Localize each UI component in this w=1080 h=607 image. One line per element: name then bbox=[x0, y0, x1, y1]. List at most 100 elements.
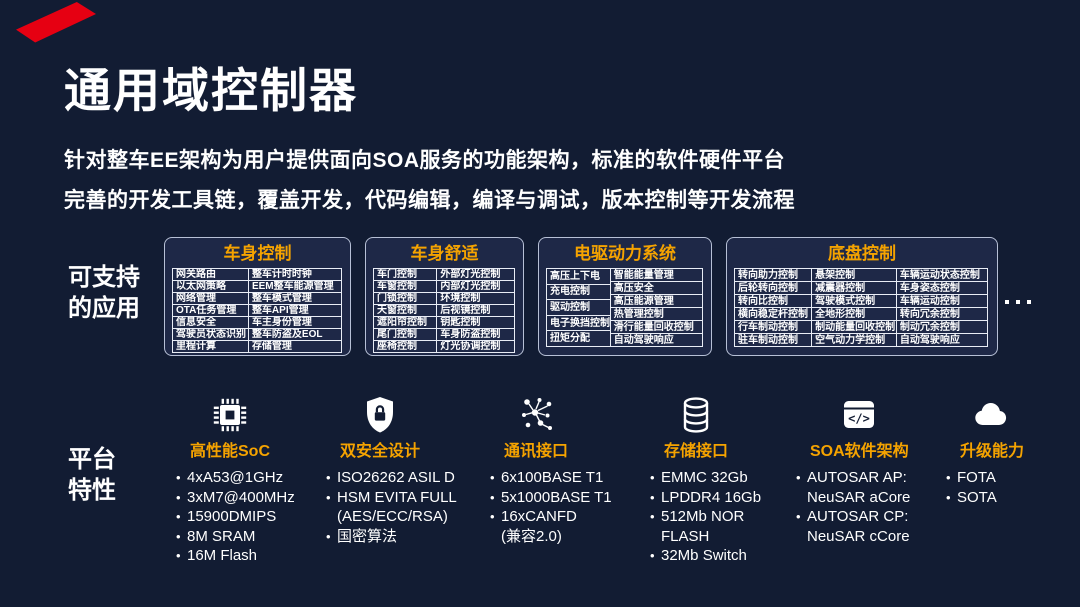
svg-text:</>: </> bbox=[849, 412, 871, 426]
feature-item-list: • FOTA • SOTA bbox=[946, 468, 1038, 507]
app-group-column: 车门控制 车窗控制 门锁控制 天窗控制 遮阳帘控制 尾门控制 座椅控制 bbox=[373, 268, 438, 353]
feature-item: • 16xCANFD bbox=[490, 507, 650, 527]
cloud-icon bbox=[960, 392, 1024, 438]
app-item: 自动驾驶响应 bbox=[609, 333, 703, 347]
feature-item: • 16M Flash bbox=[176, 546, 326, 566]
feature-item: • 32Mb Switch bbox=[650, 546, 796, 566]
feature-存储接口: 存储接口 • EMMC 32Gb • LPDDR4 16Gb • 512Mb NOR FLAS… bbox=[650, 392, 796, 566]
app-item: 里程计算 bbox=[172, 340, 249, 353]
app-item: 车身姿态控制 bbox=[895, 281, 988, 295]
feature-item-continuation: (AES/ECC/RSA) bbox=[326, 507, 490, 527]
app-item: 高压上下电 bbox=[546, 268, 611, 285]
feature-item-text: 32Mb Switch bbox=[661, 547, 747, 564]
app-group-column: 转向助力控制 后轮转向控制 转向比控制 横向稳定杆控制 行车制动控制 驻车制动控制 bbox=[734, 268, 813, 347]
application-groups: 车身控制网关路由 以太网策略 网络管理 OTA任务管理 信息安全 驾驶员状态识别 里程计算整… bbox=[164, 237, 998, 356]
feature-升级能力: 升级能力 • FOTA • SOTA bbox=[946, 392, 1038, 507]
app-group-title: 车身舒适 bbox=[410, 244, 479, 263]
more-apps-icon bbox=[1001, 300, 1034, 304]
app-item: 横向稳定杆控制 bbox=[734, 307, 813, 321]
feature-item-text: HSM EVITA FULL bbox=[337, 488, 457, 506]
feature-item-text: FLASH bbox=[661, 527, 710, 545]
bullet-marker: • bbox=[650, 489, 655, 505]
feature-SOA软件架构: </> SOA软件架构 • AUTOSAR AP: NeuSAR aCore • AUTO… bbox=[796, 392, 946, 546]
app-item: 驾驶模式控制 bbox=[811, 294, 897, 308]
app-group-title: 电驱动力系统 bbox=[574, 244, 676, 263]
bullet-marker: • bbox=[490, 509, 495, 524]
feature-item-text: SOTA bbox=[957, 488, 997, 506]
feature-title: 通讯接口 bbox=[504, 443, 569, 460]
feature-item-text: 15900DMIPS bbox=[187, 508, 277, 525]
feature-item-continuation: NeuSAR aCore bbox=[796, 488, 946, 508]
app-item: 减震器控制 bbox=[811, 281, 897, 295]
app-item: 灯光协调控制 bbox=[436, 340, 515, 353]
app-group-title: 车身控制 bbox=[223, 244, 292, 263]
feature-item: • SOTA bbox=[946, 488, 1038, 508]
feature-item-text: AUTOSAR CP: bbox=[807, 508, 909, 525]
feature-item: • 国密算法 bbox=[326, 527, 490, 547]
app-group-table: 网关路由 以太网策略 网络管理 OTA任务管理 信息安全 驾驶员状态识别 里程计算 整车计时时… bbox=[172, 268, 343, 353]
feature-item: • AUTOSAR CP: bbox=[796, 507, 946, 527]
app-group-电驱动力系统: 电驱动力系统高压上下电 充电控制 驱动控制 电子换挡控制 扭矩分配 智能能量管理 高压安全高… bbox=[538, 237, 712, 356]
feature-title: SOA软件架构 bbox=[810, 443, 909, 460]
bullet-marker: • bbox=[176, 470, 181, 485]
feature-item-text: LPDDR4 16Gb bbox=[661, 488, 762, 506]
feature-item-text: (AES/ECC/RSA) bbox=[337, 508, 448, 525]
bullet-marker: • bbox=[326, 528, 331, 544]
bullet-marker: • bbox=[650, 470, 655, 485]
feature-header: 通讯接口 bbox=[490, 392, 568, 462]
platform-section-label: 平台 特性 bbox=[68, 444, 116, 506]
bullet-marker: • bbox=[490, 470, 495, 485]
feature-item: • 6x100BASE T1 bbox=[490, 468, 650, 488]
feature-通讯接口: 通讯接口 • 6x100BASE T1 • 5x1000BASE T1 • 16xCANFD… bbox=[490, 392, 650, 546]
bullet-marker: • bbox=[650, 548, 655, 563]
bullet-marker: • bbox=[946, 470, 951, 485]
app-item: 车辆运动控制 bbox=[895, 294, 988, 308]
feature-item: • ISO26262 ASIL D bbox=[326, 468, 490, 488]
feature-header: 双安全设计 bbox=[326, 392, 420, 462]
feature-item-continuation: (兼容2.0) bbox=[490, 527, 650, 547]
app-group-column: 高压上下电 充电控制 驱动控制 电子换挡控制 扭矩分配 bbox=[546, 268, 611, 347]
app-item: 驱动控制 bbox=[546, 299, 611, 316]
feature-item-text: 512Mb NOR bbox=[661, 508, 745, 525]
app-item: 转向冗余控制 bbox=[895, 307, 988, 321]
bullet-marker: • bbox=[946, 489, 951, 505]
feature-item-text: 5x1000BASE T1 bbox=[501, 488, 612, 506]
code-window-icon: </> bbox=[810, 392, 909, 438]
feature-item-continuation: FLASH bbox=[650, 527, 796, 547]
app-group-table: 高压上下电 充电控制 驱动控制 电子换挡控制 扭矩分配 智能能量管理 高压安全 高压能源管理热… bbox=[546, 268, 704, 347]
feature-item: • 8M SRAM bbox=[176, 527, 326, 547]
feature-item-text: ISO26262 ASIL D bbox=[337, 469, 455, 486]
feature-item-text: 8M SRAM bbox=[187, 527, 256, 545]
feature-item: • LPDDR4 16Gb bbox=[650, 488, 796, 508]
feature-header: 存储接口 bbox=[650, 392, 728, 462]
app-item: 智能能量管理 bbox=[609, 268, 703, 282]
feature-item-text: 16M Flash bbox=[187, 547, 258, 564]
feature-item-text: EMMC 32Gb bbox=[661, 469, 748, 486]
shield-lock-icon bbox=[340, 392, 420, 438]
app-item: 转向助力控制 bbox=[734, 268, 813, 282]
feature-双安全设计: 双安全设计 • ISO26262 ASIL D • HSM EVITA FULL (AES… bbox=[326, 392, 490, 546]
subtitle-line-2: 完善的开发工具链，覆盖开发，代码编辑，编译与调试，版本控制等开发流程 bbox=[64, 189, 795, 212]
feature-item-text: 国密算法 bbox=[337, 527, 398, 545]
app-item: 后轮转向控制 bbox=[734, 281, 813, 295]
app-item: 高压安全 bbox=[609, 281, 703, 295]
network-nodes-icon bbox=[504, 392, 568, 438]
feature-item-text: 3xM7@400MHz bbox=[187, 488, 295, 506]
app-item: 行车制动控制 bbox=[734, 320, 813, 334]
app-item: 自动驾驶响应 bbox=[895, 333, 988, 347]
feature-高性能SoC: 高性能SoC • 4xA53@1GHz • 3xM7@400MHz • 15900DMIPS… bbox=[176, 392, 326, 566]
feature-item: • HSM EVITA FULL bbox=[326, 488, 490, 508]
app-item: 车辆运动状态控制 bbox=[895, 268, 988, 282]
feature-title: 双安全设计 bbox=[340, 443, 421, 460]
feature-item-text: AUTOSAR AP: bbox=[807, 469, 907, 486]
feature-item: • 3xM7@400MHz bbox=[176, 488, 326, 508]
app-group-table: 车门控制 车窗控制 门锁控制 天窗控制 遮阳帘控制 尾门控制 座椅控制 外部灯光控制 内部灯光控… bbox=[373, 268, 516, 353]
app-item: 扭矩分配 bbox=[546, 330, 611, 347]
bullet-marker: • bbox=[176, 528, 181, 544]
feature-header: 升级能力 bbox=[946, 392, 1024, 462]
feature-item: • 15900DMIPS bbox=[176, 507, 326, 527]
app-group-column: 整车计时时钟 EEM整车能源管理 整车模式管理 整车API管理 车主身份管理 整车防盗及E… bbox=[247, 268, 342, 353]
feature-item-list: • AUTOSAR AP: NeuSAR aCore • AUTOSAR CP: NeuS… bbox=[796, 468, 946, 546]
applications-section-label-line2: 的应用 bbox=[68, 295, 140, 322]
corner-ribbon-decoration bbox=[16, 2, 96, 43]
